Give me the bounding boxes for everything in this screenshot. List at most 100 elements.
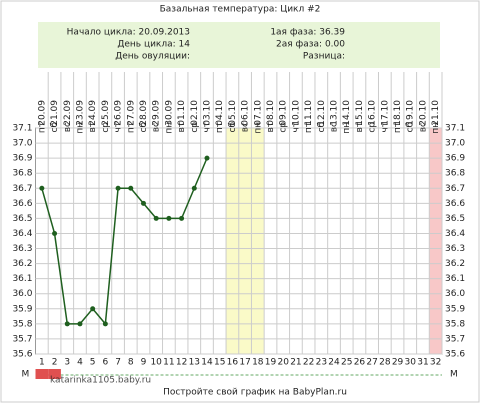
y2-tick-label: 36.7 — [445, 184, 465, 194]
y-tick-label: 35.9 — [12, 304, 32, 314]
highlight-band — [238, 128, 252, 354]
y2-tick-label: 36.5 — [445, 214, 465, 224]
x-tick-label: 8 — [128, 358, 134, 368]
date-label: 30.09 — [164, 100, 174, 126]
x-tick-label: 30 — [405, 358, 417, 368]
temp-point — [191, 185, 197, 191]
date-label: 08.10 — [266, 100, 276, 126]
date-label: 22.09 — [63, 100, 73, 126]
x-tick-label: 9 — [141, 358, 147, 368]
date-label: 27.09 — [126, 100, 136, 126]
weekday-label: пн — [75, 122, 85, 134]
x-tick-label: 26 — [354, 358, 366, 368]
watermark: katarinka1105.baby.ru — [50, 376, 151, 386]
info-right: Разница: — [303, 52, 345, 62]
x-tick-label: 5 — [90, 358, 96, 368]
x-tick-label: 20 — [277, 358, 289, 368]
date-label: 06.10 — [241, 100, 251, 126]
temp-point — [64, 321, 70, 327]
period-mark — [35, 369, 49, 379]
y-tick-label: 36.0 — [12, 289, 32, 299]
x-tick-label: 7 — [115, 358, 121, 368]
weekday-label: вт — [355, 122, 365, 133]
x-tick-label: 3 — [64, 358, 70, 368]
info-box — [38, 22, 440, 68]
weekday-label: пн — [342, 122, 352, 134]
info-right: 2ая фаза: 0.00 — [276, 40, 345, 50]
chart-title: Базальная температура: Цикл #2 — [160, 5, 321, 15]
highlight-band — [226, 128, 239, 354]
y2-tick-label: 36.6 — [445, 199, 465, 209]
temp-point — [140, 200, 146, 206]
y2-tick-label: 35.8 — [445, 319, 465, 329]
highlight-band — [429, 128, 442, 354]
x-tick-label: 31 — [417, 358, 428, 368]
date-label: 17.10 — [380, 100, 390, 126]
temp-point — [179, 215, 185, 221]
x-tick-label: 2 — [52, 358, 58, 368]
weekday-label: вт — [177, 122, 187, 133]
x-tick-label: 29 — [392, 358, 404, 368]
weekday-label: вс — [418, 122, 428, 132]
date-label: 01.10 — [177, 100, 187, 126]
temp-point — [102, 321, 108, 327]
weekday-label: ср — [368, 122, 378, 133]
date-label: 14.10 — [342, 100, 352, 126]
x-tick-label: 11 — [163, 358, 174, 368]
date-label: 21.09 — [50, 100, 60, 126]
y-tick-label: 37.1 — [12, 124, 32, 134]
y-tick-label: 36.6 — [12, 199, 32, 209]
y-tick-label: 36.3 — [12, 244, 32, 254]
y2-tick-label: 37.0 — [445, 139, 465, 149]
weekday-label: чт — [380, 122, 390, 133]
x-tick-label: 16 — [227, 358, 239, 368]
period-mark — [48, 369, 61, 379]
date-label: 26.09 — [114, 100, 124, 126]
temp-point — [52, 230, 58, 236]
x-tick-label: 25 — [341, 358, 352, 368]
y-tick-label: 35.7 — [12, 334, 32, 344]
weekday-label: вт — [88, 122, 98, 133]
date-label: 07.10 — [253, 100, 263, 126]
y-tick-label: 36.4 — [12, 229, 32, 239]
weekday-label: пт — [393, 122, 403, 133]
date-label: 03.10 — [202, 100, 212, 126]
weekday-label: пт — [304, 122, 314, 133]
y2-tick-label: 37.1 — [445, 124, 465, 134]
x-tick-label: 22 — [303, 358, 314, 368]
y2-tick-label: 36.2 — [445, 259, 465, 269]
weekday-label: сб — [228, 122, 238, 133]
y-tick-label: 35.8 — [12, 319, 32, 329]
temp-point — [77, 321, 83, 327]
y2-tick-label: 36.8 — [445, 169, 465, 179]
temp-point — [204, 155, 210, 161]
info-left: День цикла: 14 — [117, 40, 190, 50]
x-tick-label: 28 — [379, 358, 391, 368]
x-tick-label: 6 — [103, 358, 109, 368]
y2-tick-label: 36.0 — [445, 289, 465, 299]
weekday-label: чт — [202, 122, 212, 133]
info-left: Начало цикла: 20.09.2013 — [67, 28, 190, 38]
y-tick-label: 36.7 — [12, 184, 32, 194]
x-tick-label: 14 — [201, 358, 213, 368]
y-tick-label: 36.8 — [12, 169, 32, 179]
y-tick-label: 36.9 — [12, 154, 32, 164]
temp-point — [90, 306, 96, 312]
weekday-label: пт — [37, 122, 47, 133]
temp-point — [115, 185, 121, 191]
date-label: 11.10 — [304, 100, 314, 126]
x-tick-label: 32 — [430, 358, 441, 368]
x-tick-label: 27 — [366, 358, 377, 368]
temp-point — [153, 215, 159, 221]
date-label: 04.10 — [215, 100, 225, 126]
x-tick-label: 10 — [150, 358, 162, 368]
x-tick-label: 21 — [290, 358, 301, 368]
y-tick-label: 37.0 — [12, 139, 32, 149]
y2-tick-label: 36.3 — [445, 244, 465, 254]
weekday-label: ср — [279, 122, 289, 133]
y2-tick-label: 36.1 — [445, 274, 465, 284]
date-label: 16.10 — [368, 100, 378, 126]
y-tick-label: 36.1 — [12, 274, 32, 284]
weekday-label: вс — [152, 122, 162, 132]
y2-tick-label: 35.7 — [445, 334, 465, 344]
